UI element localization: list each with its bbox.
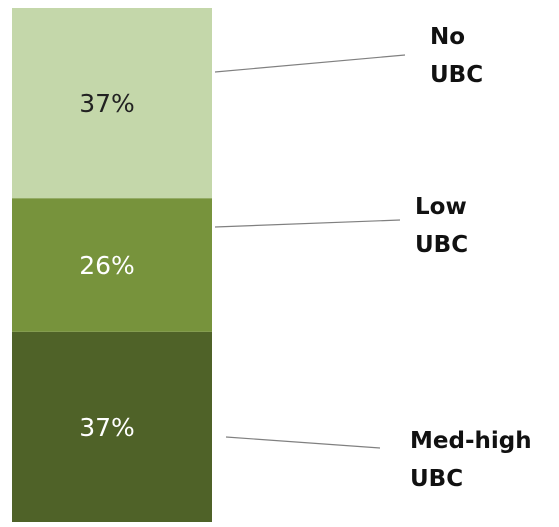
data-label: 37% [79, 89, 135, 118]
legend-label: No UBC [430, 24, 484, 88]
data-label: 26% [79, 251, 135, 280]
legend-label: Med-high UBC [410, 428, 532, 492]
legend-label: Low UBC [415, 194, 469, 258]
leader-line [214, 219, 401, 228]
bar-segment [12, 198, 212, 332]
data-label: 37% [79, 413, 135, 442]
leader-line [225, 436, 381, 449]
leader-line [214, 54, 406, 73]
bar-segment [12, 331, 212, 522]
bar-segment [12, 8, 212, 199]
